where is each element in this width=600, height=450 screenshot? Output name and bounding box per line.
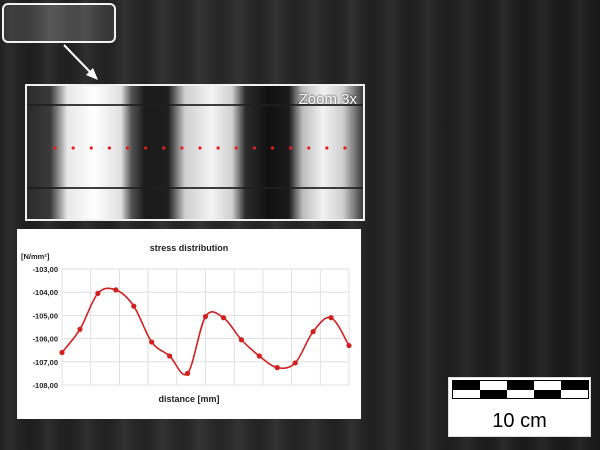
zoom-measurement-dot bbox=[53, 146, 57, 150]
data-point bbox=[131, 303, 137, 309]
zoom-arrow-icon bbox=[63, 44, 98, 80]
zoom-measurement-dot bbox=[252, 146, 256, 150]
zoom-measurement-dot bbox=[198, 146, 202, 150]
stress-chart-plot: stress distribution [N/mm²] distance [mm… bbox=[21, 243, 352, 404]
chart-x-axis-label: distance [mm] bbox=[158, 394, 219, 404]
zoom-measurement-dot bbox=[307, 146, 311, 150]
zoom-measurement-dot bbox=[216, 146, 220, 150]
data-point bbox=[310, 329, 316, 335]
zoom-measurement-dot bbox=[125, 146, 130, 150]
scale-label: 10 cm bbox=[492, 410, 547, 432]
data-point bbox=[292, 360, 298, 366]
scale-bar-panel: 10 cm bbox=[448, 377, 591, 437]
data-point bbox=[59, 349, 65, 356]
zoom-measurement-dot bbox=[325, 146, 329, 150]
data-point bbox=[95, 290, 101, 296]
data-point bbox=[149, 339, 155, 345]
zoom-source-region bbox=[2, 3, 116, 43]
scale-bar bbox=[452, 380, 589, 399]
chart-y-axis-label: [N/mm²] bbox=[21, 252, 50, 261]
data-point bbox=[256, 353, 262, 359]
zoom-measurement-dot bbox=[270, 146, 275, 150]
data-point bbox=[113, 287, 119, 293]
data-point bbox=[220, 315, 227, 321]
y-tick-label: -105,00 bbox=[33, 311, 58, 320]
zoom-lower-line bbox=[27, 187, 363, 189]
data-point bbox=[346, 342, 352, 349]
y-tick-label: -106,00 bbox=[33, 335, 58, 344]
zoom-measurement-dot bbox=[162, 146, 166, 150]
zoom-upper-line bbox=[27, 104, 363, 106]
chart-title: stress distribution bbox=[150, 243, 229, 253]
zoom-measurement-dot bbox=[180, 146, 184, 150]
zoom-panel: Zoom 3x bbox=[25, 84, 365, 221]
data-point bbox=[77, 326, 83, 332]
data-point bbox=[184, 370, 191, 376]
zoom-measurement-dot bbox=[289, 146, 293, 150]
y-tick-label: -104,00 bbox=[33, 288, 58, 297]
zoom-measurement-dot bbox=[234, 146, 238, 150]
data-point bbox=[274, 365, 280, 371]
zoom-measurement-dot bbox=[89, 146, 93, 150]
zoom-measurement-dot bbox=[71, 146, 75, 150]
y-tick-label: -107,00 bbox=[33, 358, 58, 367]
zoom-label: Zoom 3x bbox=[298, 91, 357, 108]
zoom-measurement-dots bbox=[53, 146, 347, 150]
y-tick-label: -103,00 bbox=[33, 265, 58, 274]
data-point bbox=[238, 337, 244, 343]
zoom-measurement-dot bbox=[107, 146, 111, 150]
data-point bbox=[167, 353, 173, 359]
zoom-measurement-dot bbox=[144, 146, 148, 150]
stress-chart: stress distribution [N/mm²] distance [mm… bbox=[17, 229, 361, 419]
data-point bbox=[202, 313, 209, 320]
data-point bbox=[328, 315, 334, 321]
zoom-measurement-dot bbox=[343, 146, 347, 150]
y-tick-label: -108,00 bbox=[33, 381, 58, 390]
